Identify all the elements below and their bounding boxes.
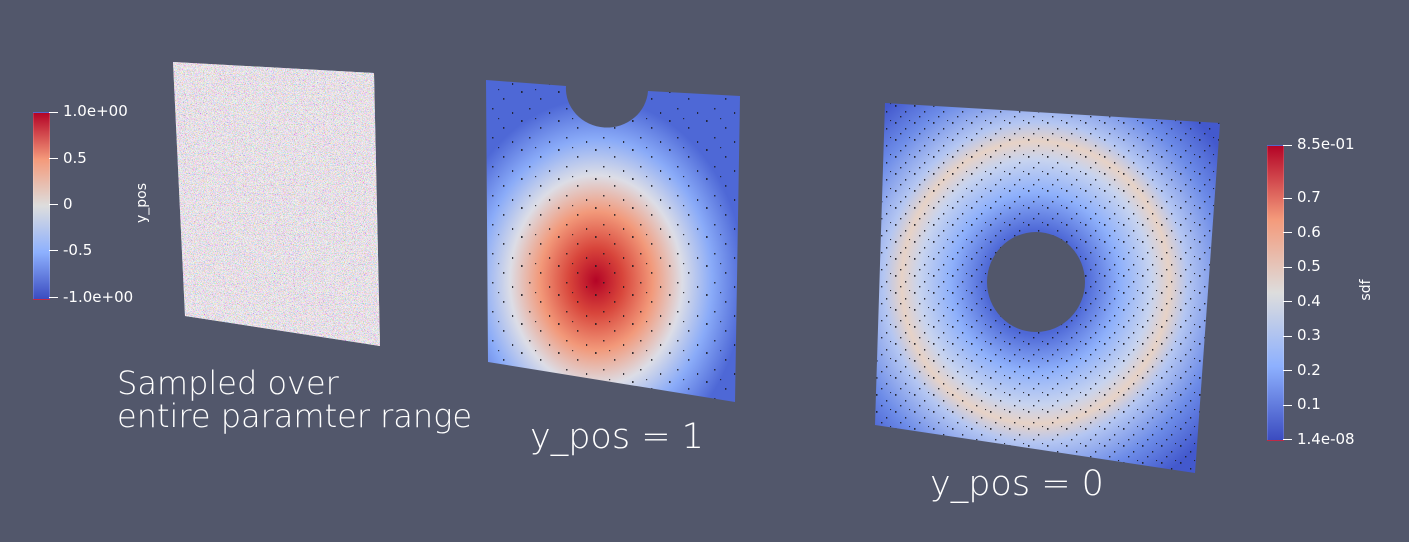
sampled-plate[interactable]	[170, 60, 382, 350]
colorbar-sdf-tick: 0.7	[1297, 188, 1321, 206]
colorbar-sdf-tick: 0.1	[1297, 395, 1321, 413]
colorbar-sdf-tick-max: 8.5e-01	[1297, 135, 1355, 153]
plate-hole	[987, 232, 1085, 332]
colorbar-y-pos-tick-min: -1.0e+00	[63, 288, 134, 306]
caption-sampled-line2: entire paramter range	[117, 397, 473, 435]
colorbar-sdf-title: sdf	[1358, 279, 1374, 301]
colorbar-sdf-tick: 0.3	[1297, 326, 1321, 344]
caption-ypos-1: y_pos = 1	[530, 417, 704, 457]
colorbar-sdf	[1267, 145, 1284, 441]
caption-sampled-line1: Sampled over	[117, 364, 339, 402]
colorbar-sdf-tick: 0.6	[1297, 223, 1321, 241]
plate-ypos-0[interactable]	[870, 100, 1230, 480]
plate-ypos-1[interactable]	[480, 76, 750, 406]
colorbar-sdf-tick-min: 1.4e-08	[1297, 430, 1355, 448]
colorbar-y-pos	[33, 112, 50, 300]
colorbar-y-pos-tick: -0.5	[63, 241, 93, 259]
colorbar-sdf-tick: 0.2	[1297, 361, 1321, 379]
colorbar-y-pos-title: y_pos	[134, 182, 150, 223]
caption-ypos-0: y_pos = 0	[930, 464, 1104, 504]
colorbar-sdf-tick: 0.5	[1297, 257, 1321, 275]
colorbar-sdf-tick: 0.4	[1297, 292, 1321, 310]
colorbar-y-pos-tick: 0.5	[63, 149, 87, 167]
colorbar-y-pos-tick-max: 1.0e+00	[63, 102, 128, 120]
colorbar-y-pos-tick: 0	[63, 195, 73, 213]
